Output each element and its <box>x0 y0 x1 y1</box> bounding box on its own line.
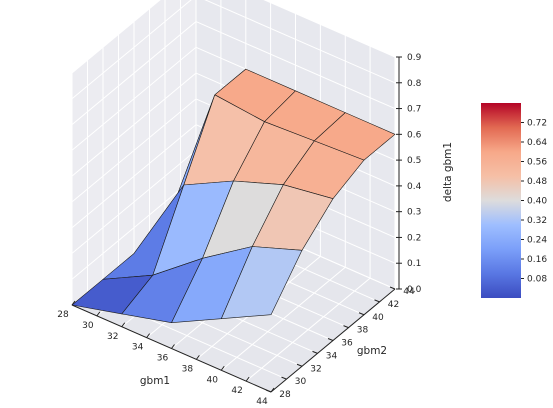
colorbar-tick-label: 0.56 <box>527 158 547 168</box>
z-tick-label: 0.3 <box>407 208 421 218</box>
y-tick-label: 38 <box>357 326 369 336</box>
z-tick-label: 0.2 <box>407 233 421 243</box>
x-tick-label: 30 <box>82 321 94 331</box>
x-tick-label: 32 <box>107 332 118 342</box>
y-tick <box>358 312 365 316</box>
x-tick-label: 36 <box>157 354 169 364</box>
y-tick <box>343 325 349 329</box>
y-tick <box>327 338 334 341</box>
z-axis-label: delta gbm1 <box>442 142 454 202</box>
y-tick-label: 44 <box>403 287 415 297</box>
colorbar-tick-label: 0.48 <box>527 177 547 187</box>
y-tick <box>281 376 287 380</box>
x-tick <box>121 322 126 328</box>
x-tick <box>171 344 175 349</box>
y-tick-label: 36 <box>341 339 353 349</box>
z-gridline <box>71 21 396 125</box>
x-tick-label: 28 <box>57 310 69 320</box>
y-tick-label: 34 <box>326 351 338 361</box>
y-tick-label: 42 <box>388 300 399 310</box>
z-tick-label: 0.0 <box>407 285 422 295</box>
colorbar-tick-label: 0.32 <box>527 216 547 226</box>
x-tick-label: 44 <box>256 397 268 404</box>
z-tick-label: 0.7 <box>407 105 421 115</box>
x-tick <box>220 365 225 371</box>
y-tick-label: 30 <box>295 377 307 387</box>
x-tick-label: 38 <box>182 364 194 374</box>
x-tick-label: 42 <box>231 386 242 396</box>
z-gridline <box>71 0 396 100</box>
colorbar-tick-label: 0.40 <box>527 197 547 207</box>
colorbar: 0.08 0.16 0.24 0.32 0.40 0.48 0.56 0.64 0.72 <box>481 103 547 298</box>
y-tick <box>265 389 272 393</box>
z-tick-label: 0.4 <box>407 182 422 192</box>
x-tick-label: 40 <box>207 375 219 385</box>
y-tick-label: 40 <box>372 313 384 323</box>
colorbar-tick-label: 0.08 <box>527 275 547 285</box>
z-tick-label: 0.6 <box>407 130 422 140</box>
y-axis-label: gbm2 <box>357 345 387 357</box>
y-tick <box>374 299 380 303</box>
z-tick-label: 0.8 <box>407 79 422 89</box>
y-tick <box>312 350 318 354</box>
z-tick-label: 0.9 <box>407 53 422 63</box>
colorbar-tick-label: 0.64 <box>527 138 547 148</box>
colorbar-tick-label: 0.24 <box>527 236 547 246</box>
y-tick <box>296 363 303 367</box>
x-tick <box>96 311 101 317</box>
x-tick <box>146 333 151 338</box>
x-tick <box>245 376 250 382</box>
z-gridline <box>71 0 396 74</box>
y-tick-label: 32 <box>310 364 321 374</box>
x-axis-label: gbm1 <box>140 375 170 387</box>
y-tick <box>389 286 396 290</box>
x-tick-label: 34 <box>132 343 144 353</box>
colorbar-tick-label: 0.72 <box>527 119 547 129</box>
y-tick-label: 28 <box>279 390 291 400</box>
colorbar-gradient <box>481 103 521 298</box>
z-tick-label: 0.5 <box>407 156 421 166</box>
z-tick-label: 0.1 <box>407 259 421 269</box>
colorbar-tick-label: 0.16 <box>527 255 547 265</box>
x-tick <box>71 300 76 306</box>
surface-patch <box>221 246 303 320</box>
surface-mesh <box>71 68 396 324</box>
x-tick <box>195 355 200 360</box>
axes: 2830323436384042442830323436384042440.00… <box>57 53 422 407</box>
